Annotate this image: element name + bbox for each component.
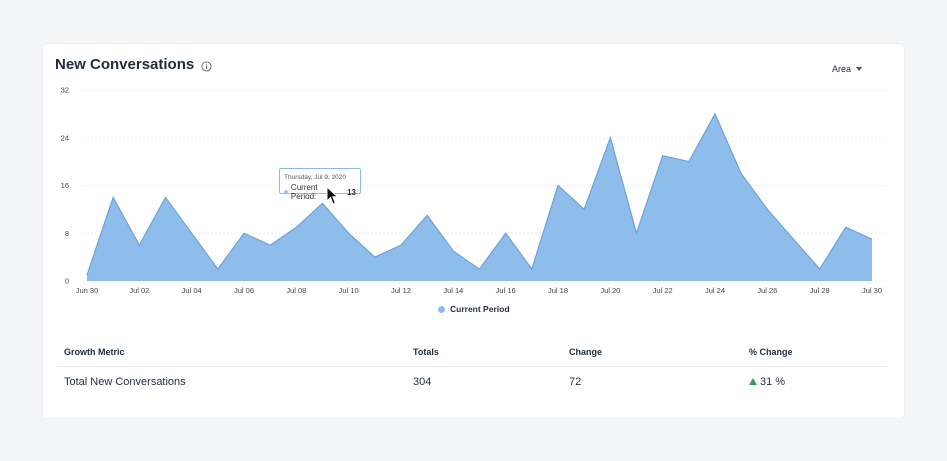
card-title: New Conversations bbox=[55, 56, 195, 73]
legend-marker bbox=[438, 305, 445, 313]
tooltip-series-name: Current Period: bbox=[290, 183, 318, 201]
y-tick-label: 24 bbox=[61, 133, 69, 142]
series-line-current-period bbox=[86, 112, 873, 276]
x-tick-label: Jun 30 bbox=[76, 286, 99, 295]
metric-change: 72 bbox=[569, 376, 582, 388]
y-tick-label: 8 bbox=[65, 229, 69, 238]
y-tick-label: 16 bbox=[61, 181, 69, 190]
column-header-growth-metric: Growth Metric bbox=[56, 347, 405, 367]
area-chart[interactable]: 0 8 16 24 32 Jun 30 Jul 02 Jul 04 Jul 06 Jul 08 Ju… bbox=[43, 44, 904, 304]
x-tick-label: Jul 10 bbox=[339, 286, 359, 295]
x-tick-label: Jul 08 bbox=[286, 286, 306, 295]
metric-total: 304 bbox=[413, 376, 432, 388]
x-tick-label: Jul 22 bbox=[653, 286, 673, 295]
x-tick-label: Jul 26 bbox=[757, 286, 777, 295]
x-tick-label: Jul 28 bbox=[810, 286, 830, 295]
metric-pct-change: 31 % bbox=[741, 367, 886, 388]
chart-legend[interactable]: Current Period bbox=[438, 304, 510, 314]
tooltip-series-dot bbox=[284, 190, 288, 194]
area-fill-current-period bbox=[87, 113, 872, 281]
x-tick-label: Jul 12 bbox=[391, 286, 411, 295]
x-tick-label: Jul 02 bbox=[129, 286, 149, 295]
column-header-pct-change: % Change bbox=[741, 347, 886, 367]
x-tick-label: Jul 04 bbox=[182, 286, 202, 295]
y-tick-label: 0 bbox=[65, 277, 69, 286]
chart-tooltip: Thursday, Jul 9, 2020 Current Period: 13 bbox=[279, 168, 361, 201]
x-tick-label: Jul 06 bbox=[234, 286, 254, 295]
new-conversations-card: New Conversations Area 0 8 16 24 32 Jun 30 Jul… bbox=[43, 44, 904, 418]
x-tick-label: Jul 16 bbox=[496, 286, 516, 295]
x-tick-label: Jul 20 bbox=[600, 286, 620, 295]
chart-type-dropdown[interactable]: Area bbox=[832, 64, 862, 74]
card-header: New Conversations bbox=[55, 56, 212, 73]
trend-up-icon bbox=[749, 378, 757, 385]
chart-type-label: Area bbox=[831, 64, 851, 74]
tooltip-value: 13 bbox=[347, 187, 356, 197]
column-header-totals: Totals bbox=[405, 347, 561, 367]
info-icon[interactable] bbox=[201, 60, 212, 72]
chevron-down-icon bbox=[856, 67, 862, 71]
growth-metrics-table: Growth Metric Totals Change % Change Tot… bbox=[56, 347, 886, 388]
metric-pct-value: 31 % bbox=[760, 376, 786, 388]
x-tick-label: Jul 18 bbox=[548, 286, 568, 295]
mouse-pointer-icon bbox=[326, 186, 339, 205]
tooltip-date: Thursday, Jul 9, 2020 bbox=[284, 174, 347, 181]
x-tick-label: Jul 14 bbox=[443, 286, 463, 295]
legend-label: Current Period bbox=[450, 304, 510, 314]
x-tick-label: Jul 30 bbox=[862, 286, 882, 295]
column-header-change: Change bbox=[561, 347, 741, 367]
metric-name: Total New Conversations bbox=[64, 376, 186, 388]
x-tick-label: Jul 24 bbox=[705, 286, 725, 295]
table-row: Total New Conversations 304 72 31 % bbox=[56, 367, 886, 388]
y-tick-label: 32 bbox=[61, 86, 69, 95]
table-header-row: Growth Metric Totals Change % Change bbox=[56, 347, 886, 367]
